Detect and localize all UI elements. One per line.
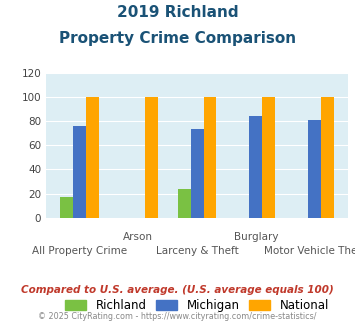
Text: Property Crime Comparison: Property Crime Comparison: [59, 31, 296, 46]
Bar: [144, 97, 158, 218]
Text: Larceny & Theft: Larceny & Theft: [155, 246, 239, 255]
Bar: [178, 189, 191, 218]
Bar: [203, 97, 217, 218]
Text: Compared to U.S. average. (U.S. average equals 100): Compared to U.S. average. (U.S. average …: [21, 285, 334, 295]
Bar: [73, 126, 86, 218]
Bar: [60, 197, 73, 218]
Text: 2019 Richland: 2019 Richland: [117, 5, 238, 20]
Bar: [191, 129, 203, 218]
Bar: [321, 97, 334, 218]
Bar: [262, 97, 275, 218]
Text: Motor Vehicle Theft: Motor Vehicle Theft: [264, 246, 355, 255]
Legend: Richland, Michigan, National: Richland, Michigan, National: [65, 299, 329, 312]
Text: All Property Crime: All Property Crime: [32, 246, 127, 255]
Bar: [250, 116, 262, 218]
Text: © 2025 CityRating.com - https://www.cityrating.com/crime-statistics/: © 2025 CityRating.com - https://www.city…: [38, 312, 317, 321]
Text: Arson: Arson: [123, 232, 153, 242]
Bar: [308, 120, 321, 218]
Bar: [86, 97, 99, 218]
Text: Burglary: Burglary: [234, 232, 278, 242]
